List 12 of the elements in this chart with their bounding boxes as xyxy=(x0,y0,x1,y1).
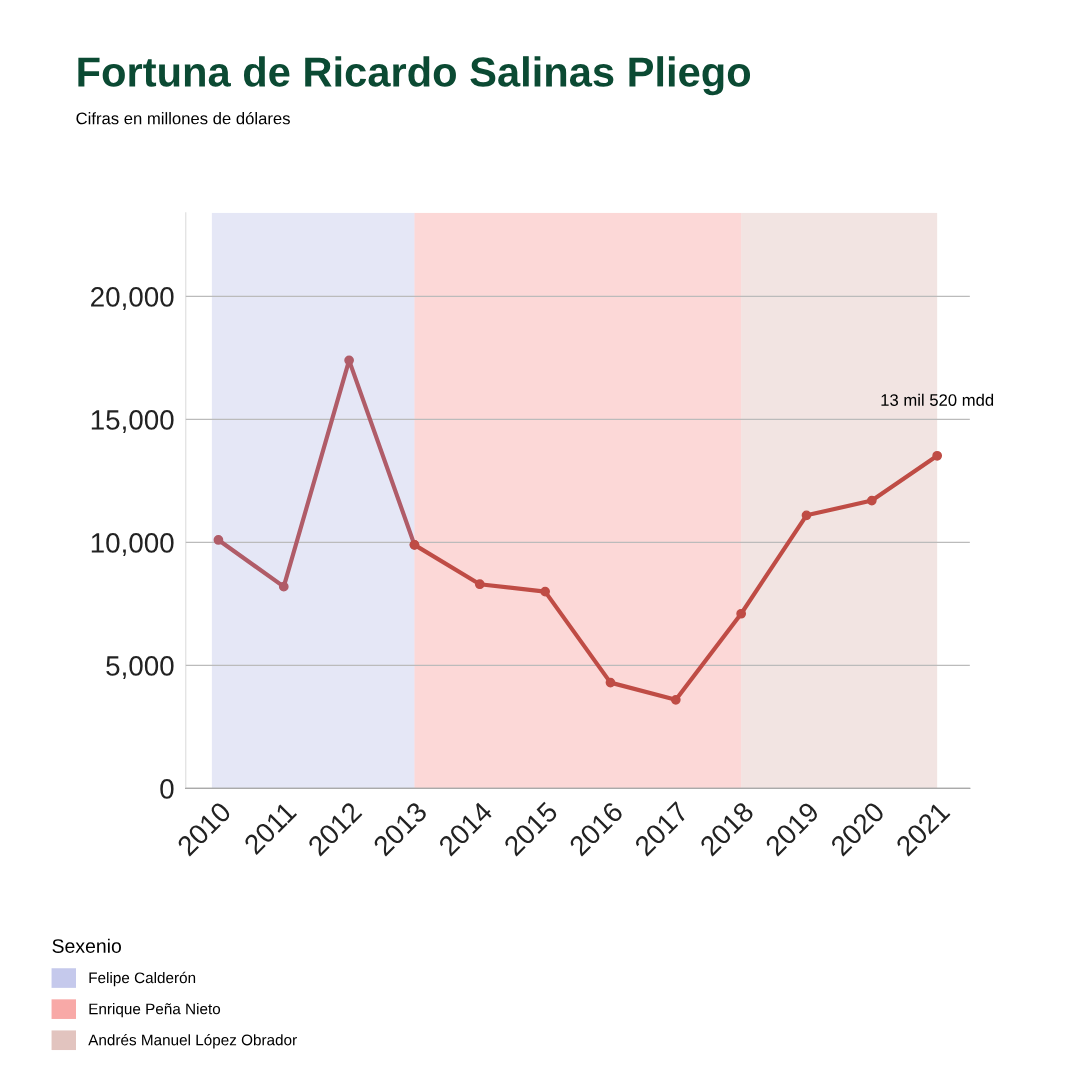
y-tick-label: 0 xyxy=(160,779,174,799)
legend-label: Andrés Manuel López Obrador xyxy=(88,1033,297,1049)
y-tick-label: 5,000 xyxy=(106,656,174,680)
y-tick-label: 15,000 xyxy=(91,410,174,434)
chart-title: Fortuna de Ricardo Salinas Pliego xyxy=(78,56,751,96)
y-tick-label: 10,000 xyxy=(91,533,174,557)
legend-title: Sexenio xyxy=(52,938,121,953)
annotation: 13 mil 520 mdd xyxy=(881,393,994,406)
legend-label: Felipe Calderón xyxy=(89,971,196,987)
chart-subtitle: Cifras en millones de dólares xyxy=(76,111,290,125)
y-tick-label: 20,000 xyxy=(91,287,174,311)
legend-label: Enrique Peña Nieto xyxy=(89,1003,221,1018)
